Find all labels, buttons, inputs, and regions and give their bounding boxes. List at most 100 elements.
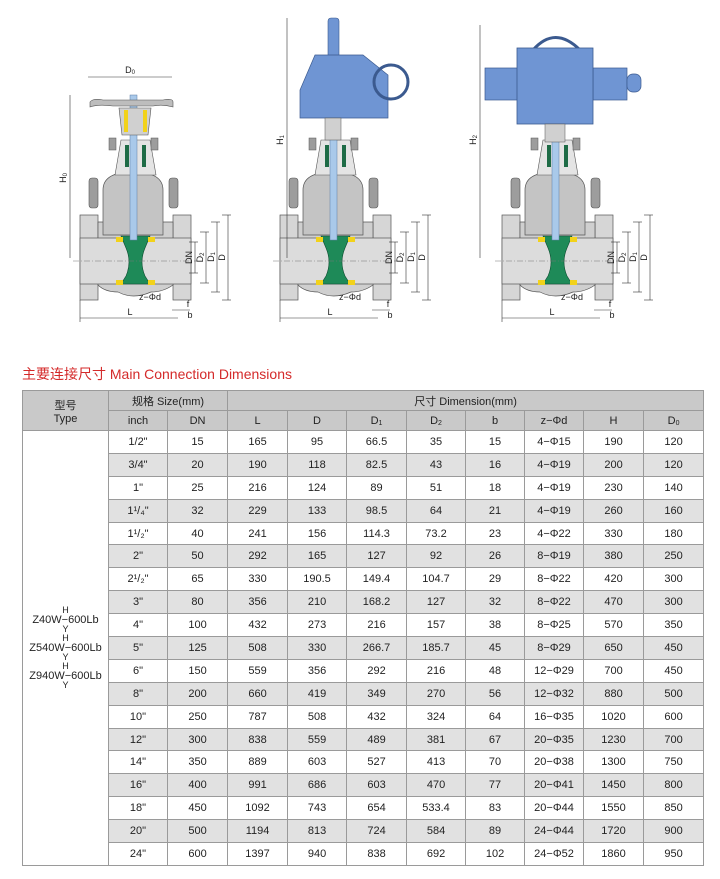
table-cell: 15 [465, 430, 526, 454]
table-cell: 489 [346, 727, 408, 752]
table-row: 3" 80 356 210 168.2 127 32 8−Φ22 470 300 [23, 590, 705, 615]
table-row: 1" 25 216 124 89 51 18 4−Φ19 230 140 [23, 475, 705, 500]
table-cell: 16−Φ35 [524, 704, 585, 729]
table-cell: 190.5 [287, 567, 348, 592]
table-cell: 292 [346, 658, 408, 683]
table-cell: 4" [108, 613, 168, 638]
table-cell: 470 [406, 773, 467, 798]
bearing-right [143, 110, 147, 132]
header-row-1: 型号 Type 规格 Size(mm) 尺寸 Dimension(mm) [22, 390, 705, 431]
top-handwheel [531, 36, 582, 52]
motor-cylinder-right [592, 67, 628, 101]
table-cell: 273 [287, 613, 348, 638]
dimension-label-d2: D2 [617, 252, 628, 263]
table-cell: 1230 [583, 727, 645, 752]
table-cell: 149.4 [346, 567, 408, 592]
table-cell: 940 [287, 842, 348, 866]
dimension-label-d2: D2 [395, 252, 406, 263]
dimension-label-h0: H0 [58, 172, 69, 183]
table-cell: 950 [643, 842, 705, 866]
table-cell: 20 [166, 452, 229, 477]
table-cell: 1450 [583, 773, 645, 798]
label-base: H [58, 176, 68, 183]
label-base: f [187, 299, 190, 309]
type-cell: H Z40W−600Lb Y H Z540W−600Lb Y H Z940W−600Lb Y [22, 430, 109, 866]
table-cell: 80 [166, 590, 229, 615]
table-cell: 10" [108, 704, 168, 729]
bonnet-bolt-right [168, 177, 179, 209]
table-cell: 1860 [583, 842, 645, 866]
packing-right [564, 145, 568, 167]
table-cell: 4−Φ22 [524, 521, 585, 546]
label-base: D [617, 255, 627, 262]
table-cell: 330 [227, 567, 289, 592]
label-sub: 2 [473, 134, 479, 138]
table-cell: 450 [643, 658, 705, 683]
column-header: b [465, 410, 526, 431]
table-cell: 432 [227, 613, 289, 638]
dimension-label-dn: DN [606, 251, 616, 264]
label-base: f [609, 299, 612, 309]
table-cell: 420 [583, 567, 645, 592]
table-cell: 889 [227, 750, 289, 775]
column-header-base: D [370, 414, 379, 427]
table-cell: 89 [465, 819, 526, 844]
table-cell: 6" [108, 658, 168, 683]
table-cell: 470 [583, 590, 645, 615]
table-cell: 66.5 [346, 430, 408, 454]
table-cell: 32 [166, 498, 229, 523]
dimension-label-d0: D0 [125, 65, 136, 76]
table-cell: 50 [166, 544, 229, 569]
table-cell: 51 [406, 475, 467, 500]
seat-ring [116, 237, 123, 242]
bearing-left [124, 110, 128, 132]
table-cell: 1¹/₄" [108, 498, 168, 523]
table-cell: 1092 [227, 796, 289, 821]
column-header-base: D [430, 414, 439, 427]
model-variant-top: H [62, 632, 69, 643]
actuator-handwheel [372, 63, 410, 101]
yoke-bolt-right [150, 137, 159, 151]
table-cell: 125 [166, 636, 229, 660]
table-cell: 4−Φ19 [524, 498, 585, 523]
table-cell: 29 [465, 567, 526, 592]
table-cell: 12" [108, 727, 168, 752]
table-cell: 16 [465, 452, 526, 477]
table-cell: 140 [643, 475, 705, 500]
table-cell: 18 [465, 475, 526, 500]
label-base: D [395, 255, 405, 262]
table-cell: 43 [406, 452, 467, 477]
actuator-mount [544, 123, 566, 143]
column-header-base: inch [127, 414, 149, 427]
table-cell: 500 [166, 819, 229, 844]
table-cell: 18" [108, 796, 168, 821]
label-base: L [549, 307, 554, 317]
table-cell: 124 [287, 475, 348, 500]
table-cell: 250 [643, 544, 705, 569]
table-cell: 65 [166, 567, 229, 592]
table-cell: 24−Φ52 [524, 842, 585, 866]
table-cell: 850 [643, 796, 705, 821]
yoke-bolt-left [530, 137, 539, 151]
table-cell: 600 [166, 842, 229, 866]
dimension-label-l: L [327, 307, 332, 317]
table-cell: 1020 [583, 704, 645, 729]
table-cell: 270 [406, 681, 467, 706]
table-cell: 35 [406, 430, 467, 454]
table-cell: 165 [227, 430, 289, 454]
table-cell: 229 [227, 498, 289, 523]
dimension-label-zd: z−Φd [139, 292, 161, 302]
model-name: Z540W−600Lb [29, 641, 102, 654]
packing-left [125, 145, 129, 167]
label-sub: 0 [132, 70, 136, 76]
label-sub: 0 [63, 172, 69, 176]
label-base: D [417, 254, 427, 261]
table-cell: 570 [583, 613, 645, 638]
table-cell: 64 [465, 704, 526, 729]
table-cell: 8−Φ25 [524, 613, 585, 638]
table-cell: 700 [583, 658, 645, 683]
table-cell: 533.4 [406, 796, 467, 821]
table-cell: 24−Φ44 [524, 819, 585, 844]
table-cell: 880 [583, 681, 645, 706]
